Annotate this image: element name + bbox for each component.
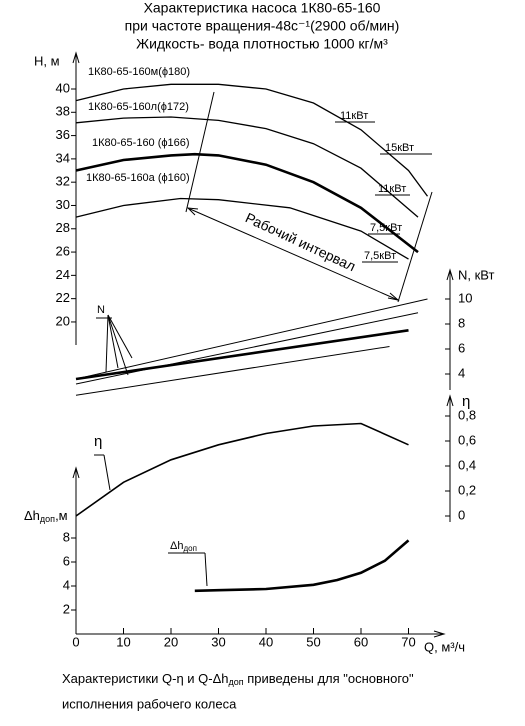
footer-text: приведены для "основного" [244,671,414,686]
y-axis-label: η [462,393,470,410]
power-label: 11кВт [340,110,368,122]
power-label: 7,5кВт [364,250,396,262]
curve-label: 1К80-65-160л(ϕ172) [88,101,189,113]
series-line [75,346,390,396]
y-tick-label: 10 [458,290,472,305]
y-tick-label: 24 [56,267,70,282]
title-line: при частоте вращения-48с⁻¹(2900 об/мин) [125,18,400,34]
y-tick-label: 26 [56,244,70,259]
y-axis-label: N, кВт [458,267,495,282]
curve-label: 1К80-65-160а (ϕ160) [86,172,190,184]
x-tick-label: 0 [72,634,79,649]
series-line [75,116,419,218]
y-tick-label: 38 [56,104,70,119]
series-line [75,152,419,254]
curve-label: 1К80-65-160 (ϕ166) [92,137,190,149]
label-main: Δh [24,508,40,523]
y-tick-label: 2 [63,601,70,616]
annotation: Рабочий интервал [243,209,358,274]
y-tick-label: 6 [458,340,465,355]
footer: Характеристики Q-η и Q-Δhдоп приведены д… [62,671,414,687]
title-line: Характеристика насоса 1К80-65-160 [144,0,381,16]
x-tick-label: 40 [259,634,273,649]
y-tick-label: 34 [56,150,70,165]
y-tick-label: 4 [458,365,465,380]
x-tick-label: 30 [211,634,225,649]
y-tick-label: 4 [63,577,70,592]
footer-sub: доп [229,677,244,687]
y-tick-label: 22 [56,290,70,305]
x-tick-label: 10 [116,634,130,649]
y-tick-label: 8 [458,315,465,330]
series-line [75,197,409,260]
x-tick-label: 60 [354,634,368,649]
footer: исполнения рабочего колеса [62,696,237,711]
x-tick-label: 20 [164,634,178,649]
series-line [75,298,428,380]
series-line [75,329,409,381]
panel-label: η [94,433,102,450]
working-interval [94,91,433,587]
label-sub: доп [183,544,196,553]
x-axis-label: Q, м³/ч [424,639,465,654]
y-tick-label: 0,6 [458,432,476,447]
y-tick-label: 0,2 [458,482,476,497]
y-tick-label: 6 [63,553,70,568]
y-tick-label: 30 [56,197,70,212]
panel-label: N [97,304,105,316]
series-line [75,83,429,197]
curve-label: 1К80-65-160м(ϕ180) [88,66,190,78]
label-tail: ,м [55,508,68,523]
y-tick-label: 36 [56,127,70,142]
panel-label: Δhдоп [170,540,197,553]
y-tick-label: 20 [56,313,70,328]
series-line [75,422,409,517]
y-axis-label: H, м [34,53,60,68]
y-tick-label: 0,4 [458,457,476,472]
footer-text: Характеристики Q-η и Q-Δh [62,671,229,686]
x-tick-label: 70 [401,634,415,649]
label-main: Δh [170,540,183,552]
label-sub: доп [40,514,55,524]
y-tick-label: 0,8 [458,407,476,422]
y-tick-label: 8 [63,529,70,544]
y-tick-label: 40 [56,80,70,95]
axes [72,51,454,638]
power-label: 15кВт [385,142,414,154]
y-tick-label: 28 [56,220,70,235]
x-tick-label: 50 [306,634,320,649]
series-line [194,539,410,593]
y-axis-label: Δhдоп,м [24,508,68,524]
y-tick-label: 32 [56,174,70,189]
y-tick-label: 0 [458,507,465,522]
title-line: Жидкость- вода плотностью 1000 кг/м³ [136,36,388,52]
power-label: 11кВт [378,183,406,195]
series-line [75,312,419,385]
